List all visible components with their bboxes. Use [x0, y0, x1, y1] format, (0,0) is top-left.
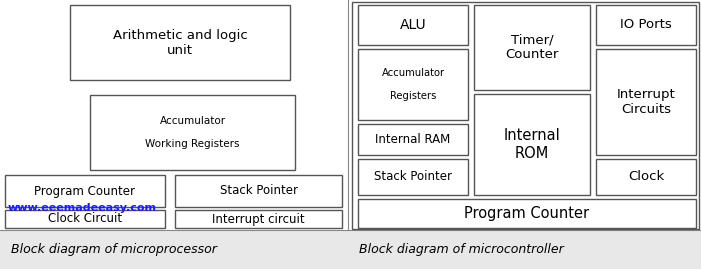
Bar	[474, 5, 590, 90]
Bar	[70, 5, 290, 80]
Text: Program Counter: Program Counter	[465, 206, 590, 221]
Bar	[358, 49, 468, 120]
Text: Timer/
Counter: Timer/ Counter	[505, 34, 559, 62]
Text: Accumulator

Working Registers: Accumulator Working Registers	[145, 116, 240, 149]
Bar	[358, 5, 468, 45]
Bar	[90, 95, 295, 170]
Text: Program Counter: Program Counter	[34, 185, 135, 197]
Text: www.eeemadeeasy.com: www.eeemadeeasy.com	[8, 203, 157, 213]
Text: Clock: Clock	[628, 171, 664, 183]
Bar	[5, 210, 165, 228]
Text: Internal
ROM: Internal ROM	[503, 128, 560, 161]
Bar	[358, 124, 468, 155]
Text: IO Ports: IO Ports	[620, 19, 672, 31]
Bar	[474, 94, 590, 195]
Bar	[0, 230, 701, 269]
Text: Stack Pointer: Stack Pointer	[219, 185, 297, 197]
Bar	[596, 5, 696, 45]
Text: ALU: ALU	[400, 18, 426, 32]
Text: Accumulator

Registers: Accumulator Registers	[381, 68, 444, 101]
Text: Clock Circuit: Clock Circuit	[48, 213, 122, 225]
Bar	[358, 159, 468, 195]
Bar	[352, 2, 699, 229]
Text: Interrupt
Circuits: Interrupt Circuits	[617, 88, 675, 116]
Text: Stack Pointer: Stack Pointer	[374, 171, 452, 183]
Text: Block diagram of microprocessor: Block diagram of microprocessor	[11, 243, 217, 256]
Text: Internal RAM: Internal RAM	[375, 133, 451, 146]
Text: Block diagram of microcontroller: Block diagram of microcontroller	[358, 243, 564, 256]
Text: Arithmetic and logic
unit: Arithmetic and logic unit	[113, 29, 247, 56]
Bar	[175, 175, 342, 207]
Bar	[596, 159, 696, 195]
Text: Interrupt circuit: Interrupt circuit	[212, 213, 305, 225]
Bar	[596, 49, 696, 155]
Bar	[5, 175, 165, 207]
Bar	[175, 210, 342, 228]
Bar	[358, 199, 696, 228]
